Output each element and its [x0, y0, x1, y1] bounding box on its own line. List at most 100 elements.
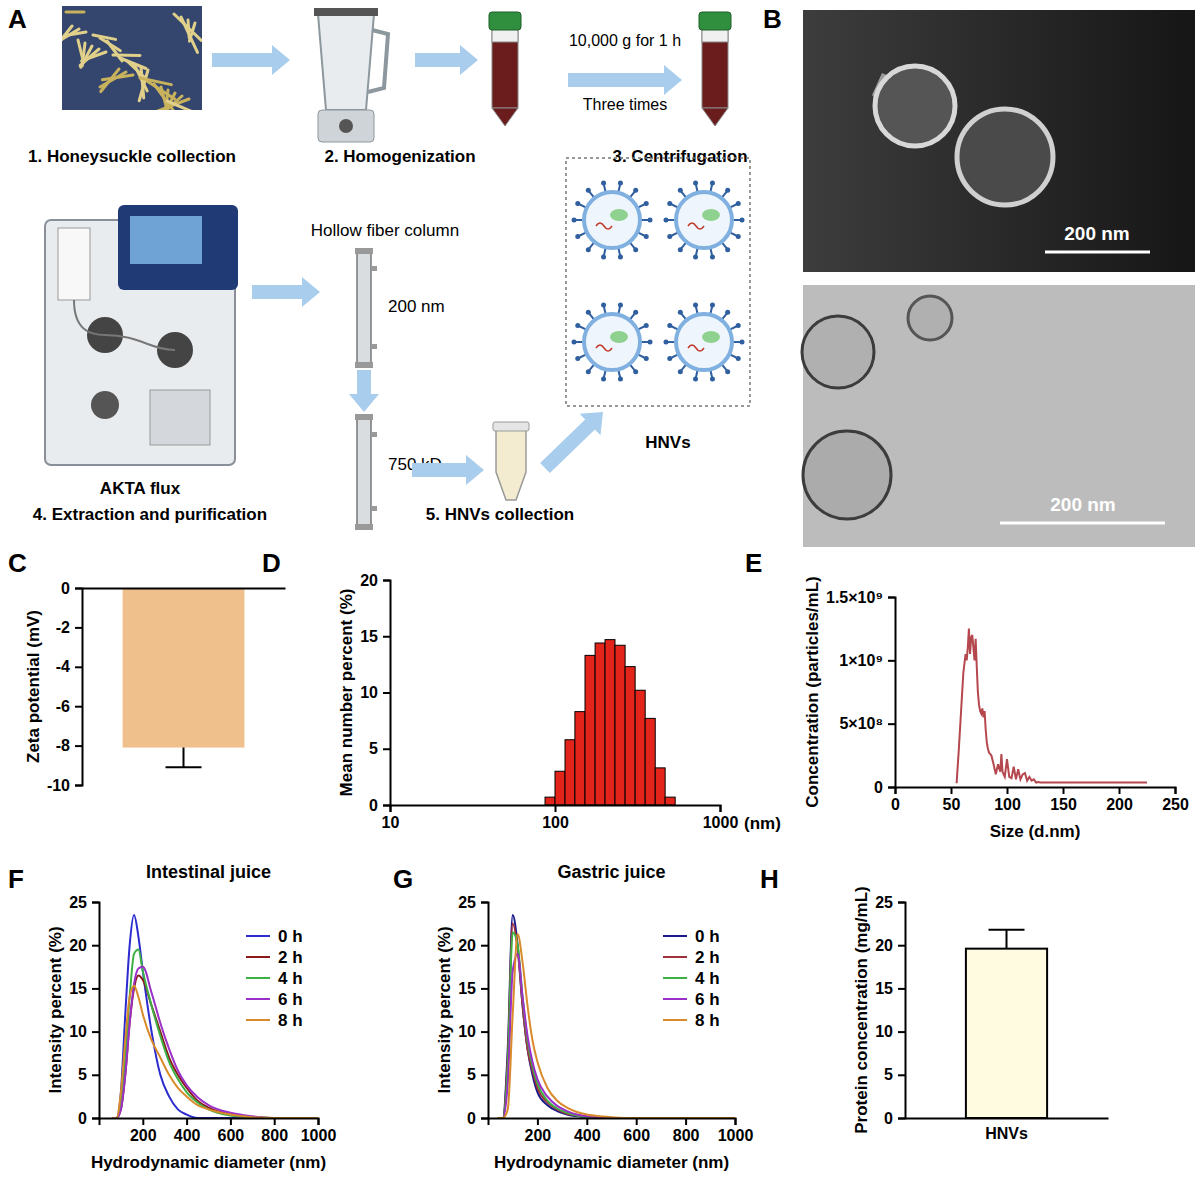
- vesicle-protein-head: [667, 323, 672, 328]
- histogram-bar: [565, 740, 575, 805]
- instrument-screen: [130, 216, 202, 264]
- vesicle-protein-head: [678, 369, 683, 374]
- tick: 0: [467, 1110, 488, 1127]
- arrow: [568, 65, 682, 95]
- axis-line: [391, 806, 721, 813]
- tick: 10: [458, 1023, 488, 1040]
- legend-label: 0 h: [695, 927, 720, 946]
- chart-panel: H0510152025HNVsProtein concentration (mg…: [760, 864, 1109, 1142]
- tick-mark: [383, 805, 390, 807]
- tick-mark: [586, 1118, 588, 1125]
- label: 5. HNVs collection: [426, 505, 574, 524]
- tick-mark: [898, 1031, 905, 1033]
- tick-mark: [92, 988, 99, 990]
- blender-jug: [318, 14, 374, 110]
- line-series: [112, 975, 318, 1118]
- histogram-bar: [655, 768, 665, 805]
- vesicle-protein-head: [693, 377, 698, 382]
- tick-mark: [481, 945, 488, 947]
- column-body: [357, 252, 371, 364]
- tick-mark: [92, 945, 99, 947]
- tick-mark: [898, 1074, 905, 1076]
- tick-label: -6: [56, 698, 70, 715]
- tick-mark: [383, 692, 390, 694]
- tick: 5×10⁸: [839, 715, 895, 732]
- tick-label: 10: [875, 1023, 893, 1040]
- arrow: [252, 277, 320, 307]
- tick-mark: [895, 787, 897, 794]
- tick: -8: [56, 737, 82, 754]
- tick-mark: [92, 902, 99, 904]
- tick-label: 0: [61, 580, 70, 597]
- tick-mark: [481, 1031, 488, 1033]
- column-cap: [355, 524, 373, 530]
- axis-line: [383, 581, 391, 806]
- vesicle-protein-head: [648, 340, 653, 345]
- blender-knob: [339, 119, 353, 133]
- histogram-bar: [605, 640, 615, 805]
- vesicle-protein-head: [633, 369, 638, 374]
- tick-mark: [1175, 787, 1177, 794]
- axis-title: Intensity percent (%): [46, 926, 65, 1093]
- tick-mark: [555, 805, 557, 812]
- x-axis: 101001000: [382, 805, 739, 831]
- vesicle-membrane: [676, 192, 732, 248]
- axis-title: Hydrodynamic diameter (nm): [91, 1153, 326, 1172]
- tick-mark: [888, 723, 895, 725]
- tick-label: 15: [458, 980, 476, 997]
- vesicle-protein-head: [678, 310, 683, 315]
- vesicle-cargo: [702, 331, 720, 343]
- tick: -6: [56, 698, 82, 715]
- tick-mark: [951, 787, 953, 794]
- panel-letter: B: [763, 4, 782, 34]
- tick-label: 800: [261, 1127, 288, 1144]
- plot-marks: [123, 588, 245, 767]
- error-bar: [166, 748, 202, 768]
- axis-title: Hydrodynamic diameter (nm): [494, 1153, 729, 1172]
- legend-label: 8 h: [278, 1011, 303, 1030]
- vesicle-protein-head: [575, 356, 580, 361]
- panel-letter: F: [8, 864, 24, 894]
- legend-swatch: [663, 1019, 687, 1021]
- column-cap: [355, 362, 373, 368]
- legend-swatch: [246, 1019, 270, 1021]
- column-port: [371, 432, 377, 437]
- vesicle-image: [803, 431, 891, 519]
- tick: 0: [61, 580, 82, 597]
- photo-background: [62, 6, 202, 110]
- y-axis: 0510152025: [458, 894, 488, 1127]
- workflow-diagram: A10,000 g for 1 hThree times1. Honeysuck…: [8, 4, 750, 530]
- tick-label: 200: [130, 1127, 157, 1144]
- vesicle-protein-head: [586, 369, 591, 374]
- tick-mark: [898, 1118, 905, 1120]
- vesicle-protein-head: [667, 356, 672, 361]
- axis-title: Mean number percent (%): [337, 589, 356, 797]
- vesicle-protein-head: [725, 310, 730, 315]
- tick: 800: [673, 1118, 700, 1144]
- vesicle-protein-head: [736, 234, 741, 239]
- vesicle-protein-head: [575, 323, 580, 328]
- tick: 10: [69, 1023, 99, 1040]
- tick-label: 0: [467, 1110, 476, 1127]
- tick-label: 0: [891, 796, 900, 813]
- line-series: [112, 967, 318, 1118]
- instrument-tubing: [74, 300, 175, 350]
- scale-bar-label: 200 nm: [1050, 494, 1115, 515]
- legend-label: 8 h: [695, 1011, 720, 1030]
- histogram-bar: [665, 797, 675, 805]
- line-series: [498, 924, 735, 1118]
- tick-label: -10: [47, 777, 70, 794]
- flower-bud: [78, 40, 83, 61]
- chart-panel: C0-2-4-6-8-10Zeta potential (mV): [8, 548, 286, 794]
- tick-mark: [75, 745, 82, 747]
- flower-bud: [100, 38, 120, 51]
- vesicle-protein-head: [601, 180, 606, 185]
- tick-mark: [75, 627, 82, 629]
- histogram-bar: [545, 797, 555, 805]
- histogram-bar: [595, 643, 605, 805]
- panel-letter: C: [8, 548, 27, 578]
- scale-bar: [1000, 522, 1165, 525]
- vesicle-image: [875, 66, 955, 146]
- tick-label: 100: [542, 814, 569, 831]
- tube-body: [492, 28, 518, 108]
